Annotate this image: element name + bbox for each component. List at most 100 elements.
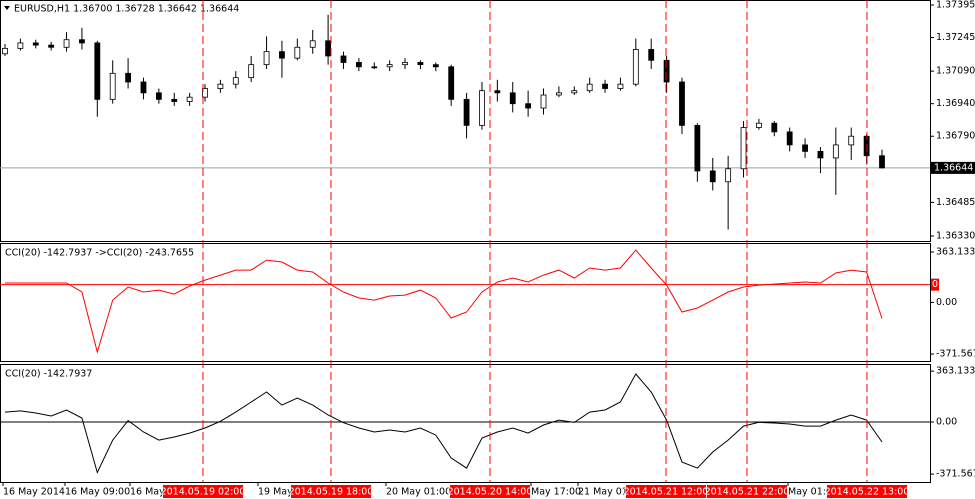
candle-body xyxy=(79,39,85,44)
last-price-label: 1.36644 xyxy=(934,162,973,173)
candle-body xyxy=(709,170,716,183)
candle-body xyxy=(879,155,885,169)
marker-label: 2014.05.20 14:00 xyxy=(448,487,533,498)
candle-body xyxy=(186,96,193,102)
level-label: 0 xyxy=(932,279,938,290)
panel-frame xyxy=(0,0,931,242)
candle-body xyxy=(109,72,116,100)
indicator-title: CCI(20) -142.7937 xyxy=(5,369,92,380)
x-tick-label: 21 May 01 xyxy=(578,487,628,498)
marker-label-box xyxy=(626,485,706,498)
last-price-box xyxy=(931,161,975,174)
candle-body xyxy=(509,92,516,105)
level-label-box xyxy=(931,278,939,291)
candle-body xyxy=(694,124,701,172)
marker-label-box xyxy=(163,485,243,498)
marker-label: 2014.05.19 18:00 xyxy=(289,487,374,498)
candle-body xyxy=(463,98,470,126)
candle-body xyxy=(202,88,208,98)
candle-body xyxy=(217,83,224,89)
candle-body xyxy=(309,40,316,48)
candle-body xyxy=(402,62,408,66)
y-tick-label: 1.36330 xyxy=(936,231,975,242)
marker-label: 2014.05.22 13:00 xyxy=(825,487,910,498)
candle-body xyxy=(725,168,732,183)
candle-body xyxy=(771,122,778,133)
candle-body xyxy=(340,55,347,63)
candle-body xyxy=(279,51,285,59)
candle-body xyxy=(679,81,685,126)
candle-body xyxy=(648,49,655,61)
x-tick-label: May 17:00 xyxy=(531,487,581,498)
y-tick-label: 1.36790 xyxy=(936,131,975,142)
candle-body xyxy=(417,62,424,66)
candle-body xyxy=(602,83,608,89)
marker-label-box xyxy=(707,485,787,498)
marker-label: 2014.05.21 12:00 xyxy=(624,487,709,498)
y-tick-label: -371.567 xyxy=(936,469,975,480)
candle-body xyxy=(525,103,532,109)
x-tick-label: 16 May 1 xyxy=(130,487,174,498)
candle-body xyxy=(832,144,839,159)
candle-body xyxy=(325,40,332,57)
marker-label-box xyxy=(827,485,907,498)
candle-body xyxy=(2,47,8,55)
candle-body xyxy=(294,46,301,59)
y-tick-label: 0.00 xyxy=(936,297,957,308)
candle-body xyxy=(586,83,593,92)
candle-body xyxy=(555,92,562,96)
candle-body xyxy=(479,90,485,126)
y-tick-label: 1.36485 xyxy=(936,197,975,208)
x-tick-label: 20 May 01:00 xyxy=(386,487,451,498)
symbol-icon xyxy=(4,6,10,10)
candle-body xyxy=(140,81,147,94)
candle-body xyxy=(540,94,547,109)
chart-title: EURUSD,H1 1.36700 1.36728 1.36642 1.3664… xyxy=(14,4,239,15)
y-tick-label: 0.00 xyxy=(936,417,957,428)
candle-body xyxy=(494,90,501,94)
y-tick-label: 1.37245 xyxy=(936,32,975,43)
x-tick-label: May 01:00 xyxy=(788,487,838,498)
panel-frame xyxy=(0,364,931,483)
candle-body xyxy=(571,90,578,94)
y-tick-label: -371.567 xyxy=(936,348,975,359)
candle-body xyxy=(386,64,393,68)
candle-body xyxy=(740,127,747,170)
candle-body xyxy=(94,42,101,100)
marker-label-box xyxy=(450,485,530,498)
indicator-line xyxy=(5,249,883,354)
candle-body xyxy=(817,151,824,159)
candle-body xyxy=(371,66,378,69)
candle-body xyxy=(786,131,793,146)
x-tick-label: 16 May 09:00 xyxy=(65,487,130,498)
candle-body xyxy=(432,64,439,68)
indicator-title: CCI(20) -142.7937 ->CCI(20) -243.7655 xyxy=(5,248,194,259)
x-tick-label: 19 May xyxy=(258,487,293,498)
candle-body xyxy=(355,62,362,68)
candle-body xyxy=(848,135,855,146)
candle-body xyxy=(248,64,255,79)
candle-body xyxy=(171,98,178,102)
candle-body xyxy=(63,39,70,48)
candle-body xyxy=(125,72,131,83)
y-tick-label: 1.37395 xyxy=(936,0,975,10)
candle-body xyxy=(802,144,808,152)
y-tick-label: 363.1339 xyxy=(936,247,975,258)
candle-body xyxy=(617,83,624,89)
x-tick-label: 16 May 2014 xyxy=(3,487,65,498)
y-tick-label: 1.36940 xyxy=(936,98,975,109)
marker-label-box xyxy=(291,485,371,498)
y-tick-label: 1.37090 xyxy=(936,66,975,77)
candle-body xyxy=(632,49,639,85)
indicator-line xyxy=(4,373,883,474)
candle-body xyxy=(756,122,762,128)
candle-body xyxy=(17,42,24,49)
candle-body xyxy=(232,77,239,85)
candle-body xyxy=(155,92,162,100)
y-tick-label: 363.1339 xyxy=(936,366,975,377)
candle-body xyxy=(263,51,270,66)
candle-body xyxy=(448,66,455,100)
marker-label: 2014.05.21 22:00 xyxy=(705,487,790,498)
